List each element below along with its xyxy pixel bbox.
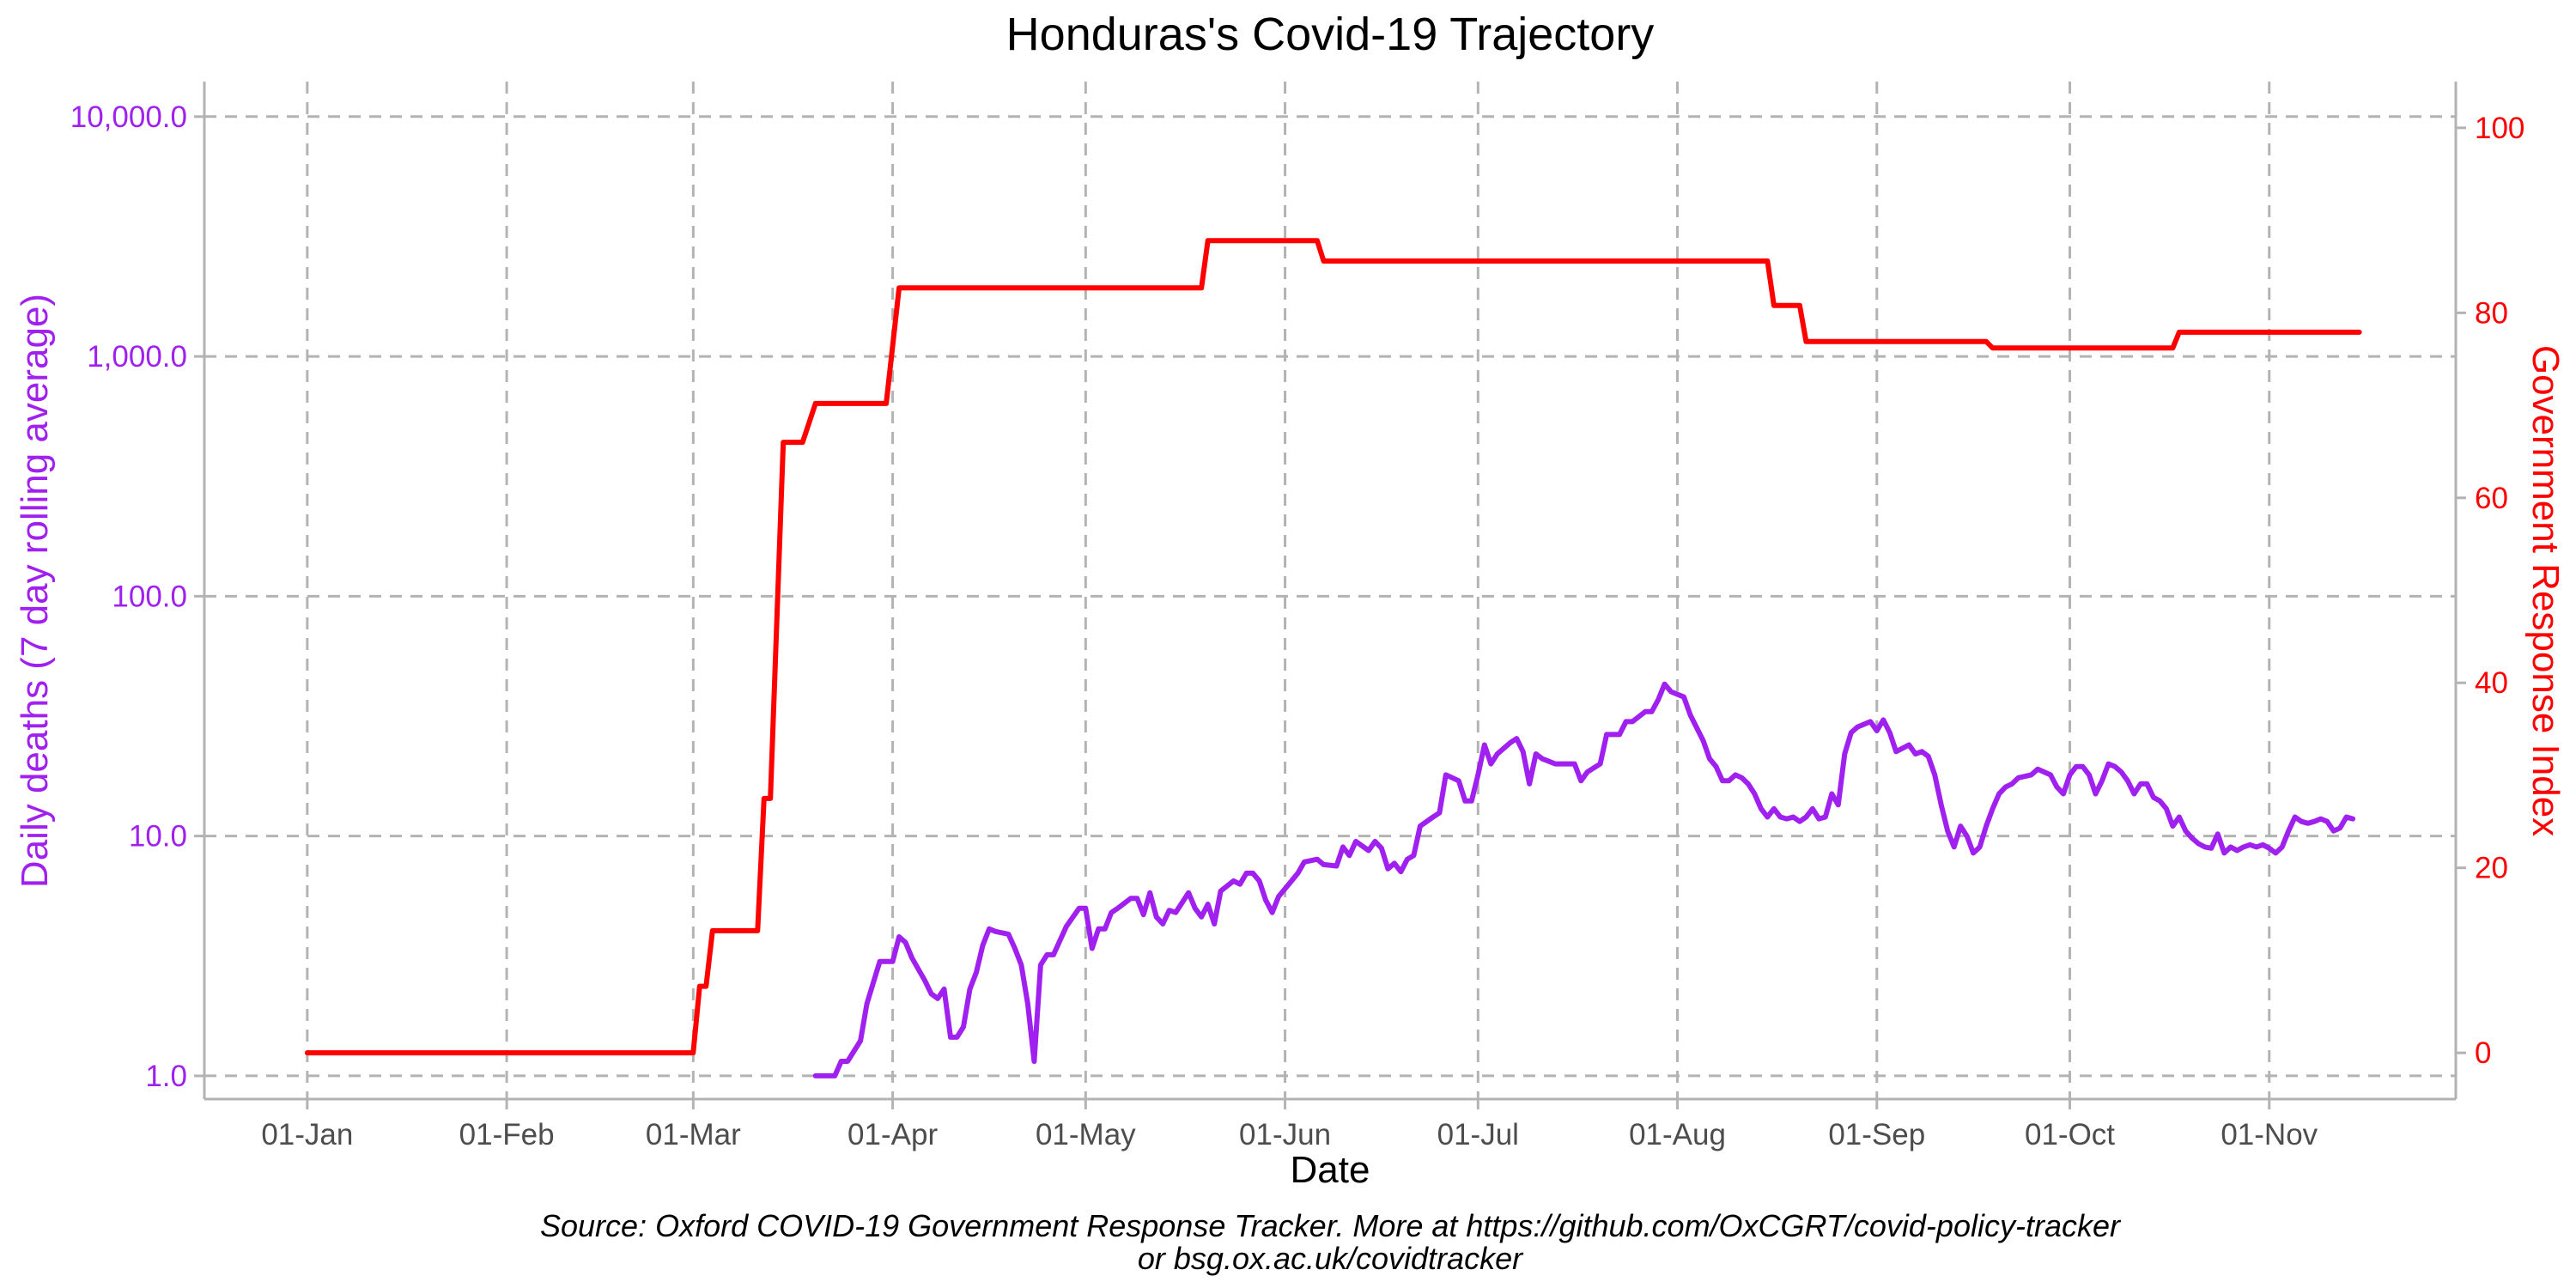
right-tick-label: 40 xyxy=(2475,666,2508,700)
right-tick-label: 0 xyxy=(2475,1036,2491,1070)
x-tick-label: 01-Jul xyxy=(1437,1118,1519,1151)
left-tick-label: 10.0 xyxy=(129,820,187,854)
left-tick-label: 100.0 xyxy=(112,580,187,613)
left-tick-label: 1.0 xyxy=(145,1060,187,1093)
left-y-axis-title: Daily deaths (7 day rolling average) xyxy=(14,294,56,888)
x-tick-label: 01-Apr xyxy=(848,1118,938,1151)
x-tick-label: 01-Jan xyxy=(261,1118,353,1151)
axes xyxy=(194,82,2466,1109)
x-tick-label: 01-Jun xyxy=(1239,1118,1331,1151)
x-tick-label: 01-Aug xyxy=(1629,1118,1726,1151)
grid-lines xyxy=(204,82,2456,1099)
daily-deaths-line xyxy=(812,681,2356,1078)
chart-title: Honduras's Covid-19 Trajectory xyxy=(1006,9,1655,60)
left-tick-label: 10,000.0 xyxy=(70,100,187,134)
tick-labels: 01-Jan 01-Feb 01-Mar 01-Apr 01-May 01-Jun 01-J… xyxy=(70,100,2525,1151)
series-layer xyxy=(304,238,2362,1078)
x-tick-label: 01-May xyxy=(1036,1118,1136,1151)
source-caption-line2: or bsg.ox.ac.uk/covidtracker xyxy=(1138,1241,1524,1276)
government-response-line xyxy=(304,238,2362,1056)
source-caption-line1: Source: Oxford COVID-19 Government Respo… xyxy=(540,1208,2122,1243)
right-tick-label: 60 xyxy=(2475,482,2508,515)
right-tick-label: 20 xyxy=(2475,852,2508,885)
x-axis-title: Date xyxy=(1291,1149,1370,1191)
x-tick-label: 01-Oct xyxy=(2025,1118,2115,1151)
x-tick-label: 01-Feb xyxy=(459,1118,555,1151)
left-tick-label: 1,000.0 xyxy=(87,340,187,374)
right-tick-label: 80 xyxy=(2475,296,2508,330)
right-tick-label: 100 xyxy=(2475,112,2524,145)
x-tick-label: 01-Nov xyxy=(2221,1118,2318,1151)
x-tick-label: 01-Sep xyxy=(1828,1118,1925,1151)
x-tick-label: 01-Mar xyxy=(646,1118,741,1151)
right-y-axis-title: Government Response Index xyxy=(2524,345,2567,836)
